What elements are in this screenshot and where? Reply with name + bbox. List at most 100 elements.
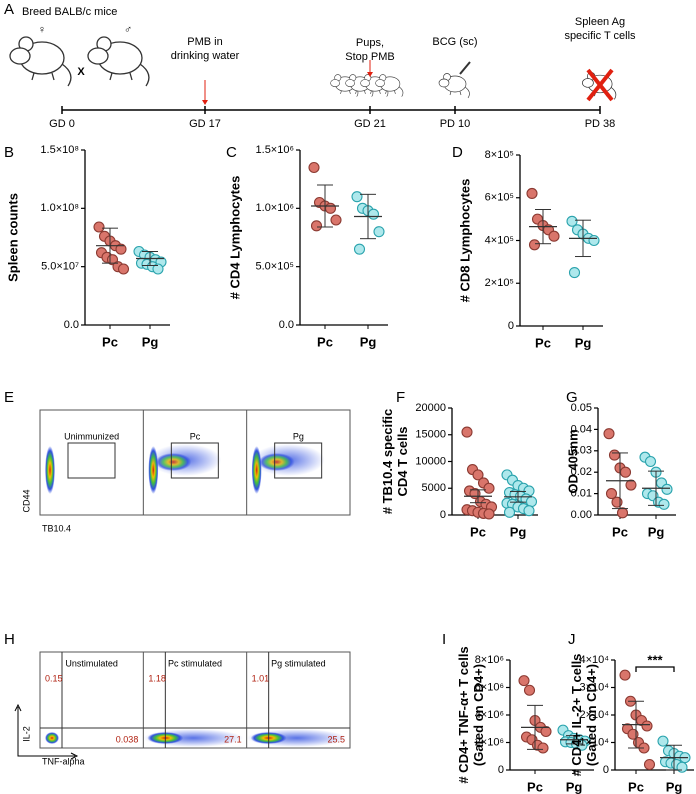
mouse-tail bbox=[398, 86, 404, 97]
mouse-leg bbox=[370, 90, 372, 94]
data-point bbox=[503, 506, 516, 518]
data-point bbox=[367, 208, 380, 220]
y-axis-label: # CD8 Lymphocytes bbox=[457, 179, 472, 303]
mouse-tail bbox=[61, 63, 72, 87]
mouse-head bbox=[87, 47, 109, 65]
timeline-label: GD 21 bbox=[354, 118, 386, 130]
y-axis-label: CD4 T cells bbox=[395, 426, 410, 496]
data-point bbox=[310, 220, 323, 232]
data-point bbox=[117, 263, 130, 275]
y-tick-label: 2×10⁴ bbox=[579, 709, 609, 721]
mouse-head bbox=[9, 47, 31, 65]
y-tick-label: 0.00 bbox=[571, 509, 592, 521]
mouse-leg bbox=[364, 90, 366, 94]
panel-letter: C bbox=[226, 144, 237, 161]
data-point bbox=[537, 742, 549, 754]
flow-frame bbox=[39, 651, 351, 749]
y-tick-label: 15000 bbox=[415, 429, 446, 441]
data-point bbox=[625, 479, 637, 491]
cross-text: X bbox=[77, 66, 85, 78]
flow-x-axis: TB10.4 bbox=[42, 523, 71, 533]
x-tick-label: Pc bbox=[317, 334, 333, 349]
flow-arrowhead bbox=[14, 703, 22, 712]
panel-letter: G bbox=[566, 389, 578, 406]
data-point bbox=[608, 449, 621, 461]
y-tick-label: 1.5×10⁶ bbox=[256, 144, 294, 156]
data-point bbox=[528, 239, 541, 251]
panel-letter: A bbox=[4, 1, 14, 18]
data-point bbox=[588, 234, 600, 247]
timeline-note: Stop PMB bbox=[345, 51, 395, 63]
data-point bbox=[619, 466, 632, 478]
data-point bbox=[661, 483, 673, 495]
quadrant-value: 0.038 bbox=[116, 734, 139, 744]
mouse-leg bbox=[449, 91, 452, 96]
y-tick-label: 5000 bbox=[422, 482, 446, 494]
data-point bbox=[658, 498, 670, 510]
y-tick-label: 2×10⁶ bbox=[475, 736, 504, 748]
y-tick-label: 8×10⁶ bbox=[475, 654, 504, 666]
density bbox=[45, 446, 55, 494]
y-tick-label: 2×10⁵ bbox=[485, 277, 514, 289]
mouse-leg bbox=[394, 90, 396, 94]
mouse-head bbox=[345, 79, 355, 87]
y-axis-label: OD 405nm bbox=[565, 429, 580, 493]
y-axis-label: # CD4+ TNF-α+ T cells bbox=[456, 646, 471, 783]
data-point bbox=[518, 675, 530, 687]
gate bbox=[274, 442, 323, 479]
data-point bbox=[115, 243, 127, 255]
x-tick-label: Pc bbox=[535, 335, 551, 350]
y-tick-label: 0.02 bbox=[571, 466, 592, 478]
timeline-note: Pups, bbox=[356, 37, 384, 49]
timeline-note: PMB in bbox=[187, 36, 222, 48]
mouse-leg bbox=[51, 72, 55, 81]
y-tick-label: 0 bbox=[603, 764, 609, 776]
y-tick-label: 3×10⁴ bbox=[579, 681, 609, 693]
mouse-head bbox=[438, 78, 450, 88]
flow-title: Pg bbox=[293, 431, 304, 441]
mouse-leg bbox=[385, 90, 387, 94]
y-tick-label: 4×10⁵ bbox=[485, 234, 514, 246]
data-point bbox=[644, 455, 657, 468]
y-tick-label: 0.01 bbox=[571, 488, 592, 500]
data-point bbox=[676, 761, 688, 773]
mouse-leg bbox=[379, 90, 381, 94]
mouse-icon bbox=[9, 36, 72, 87]
mouse-head bbox=[375, 79, 385, 87]
quadrant-value: 27.1 bbox=[224, 734, 242, 744]
timeline-note: specific T cells bbox=[564, 30, 636, 42]
mouse-head bbox=[360, 79, 370, 87]
timeline-label: PD 10 bbox=[440, 118, 471, 130]
mouse-head bbox=[582, 78, 594, 88]
y-axis-label: (Gated on CD4+) bbox=[471, 664, 486, 766]
female-symbol: ♀ bbox=[38, 24, 46, 36]
mouse-tail bbox=[139, 63, 150, 87]
data-point bbox=[523, 684, 536, 696]
y-axis-label: # TB10.4 specific bbox=[380, 409, 395, 515]
data-point bbox=[353, 243, 366, 255]
data-point bbox=[526, 187, 538, 200]
data-point bbox=[324, 202, 337, 214]
data-point bbox=[472, 469, 484, 481]
y-tick-label: 0 bbox=[508, 320, 514, 332]
panel-letter: E bbox=[4, 389, 14, 406]
y-tick-label: 1.0×10⁶ bbox=[256, 202, 294, 214]
y-tick-label: 6×10⁶ bbox=[475, 681, 504, 693]
red-cross bbox=[586, 68, 614, 102]
flow-y-axis: IL-2 bbox=[21, 726, 31, 742]
data-point bbox=[619, 669, 631, 681]
data-point bbox=[351, 191, 363, 203]
y-tick-label: 5.0×10⁵ bbox=[255, 261, 294, 273]
y-tick-label: 4×10⁴ bbox=[579, 654, 609, 666]
flow-title: Unimmunized bbox=[64, 431, 119, 441]
panel-letter: H bbox=[4, 631, 15, 648]
x-tick-label: Pg bbox=[360, 334, 377, 349]
data-point bbox=[152, 263, 164, 275]
data-point bbox=[643, 758, 656, 771]
data-point bbox=[568, 267, 581, 279]
flow-x-axis: TNF-alpha bbox=[42, 756, 85, 766]
y-axis-label: # CD4+ IL-2+ T cells bbox=[569, 654, 584, 777]
y-axis-label: (Gated on CD4+) bbox=[584, 664, 599, 766]
panel-letter: I bbox=[442, 631, 446, 648]
